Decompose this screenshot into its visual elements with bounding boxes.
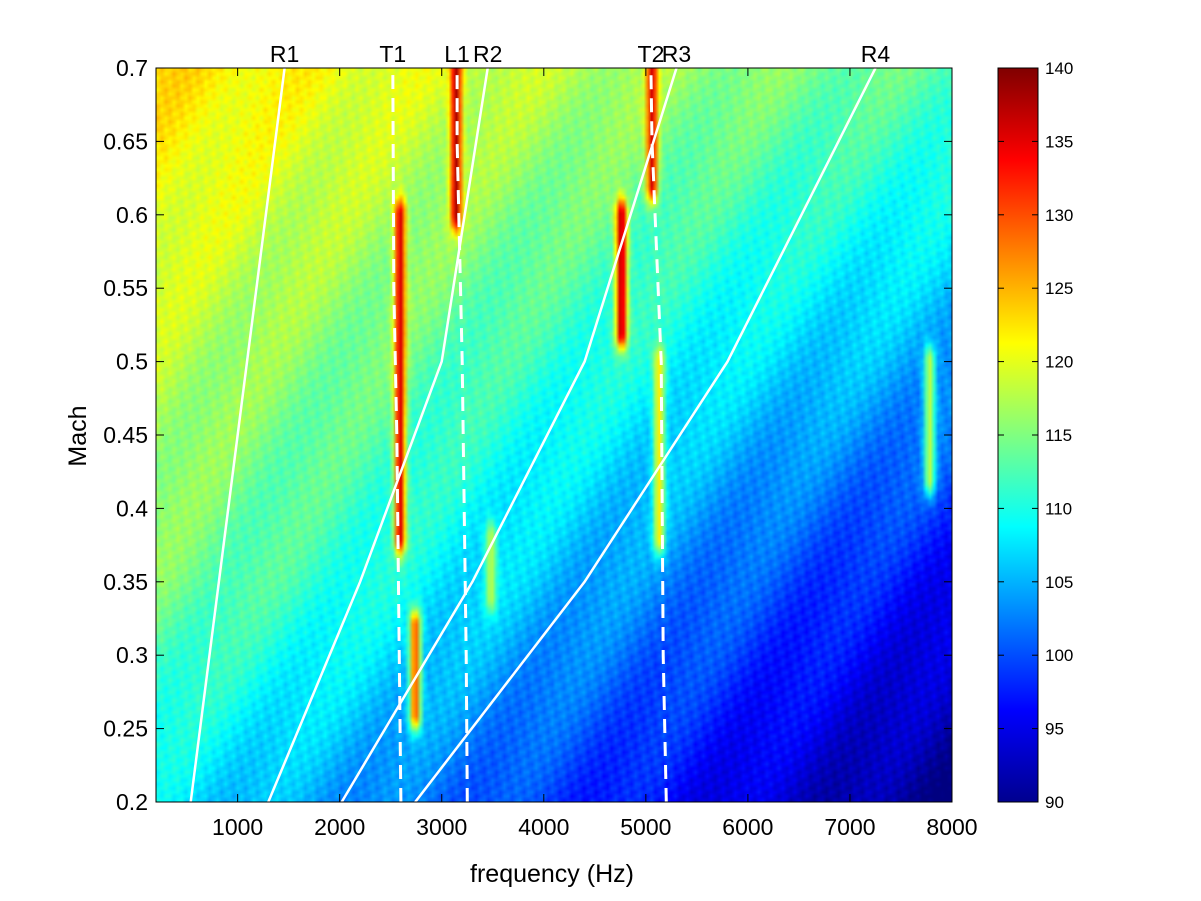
curve-labels: R1 R2 R3 R4 T1 L1 T2 [270, 41, 890, 67]
x-tick-label: 7000 [824, 814, 875, 840]
colorbar-tick-label: 135 [1045, 132, 1073, 151]
curve-label-r4: R4 [861, 41, 891, 67]
curve-label-r2: R2 [473, 41, 502, 67]
curves-layer [189, 68, 877, 802]
y-tick-label: 0.35 [103, 569, 148, 595]
x-axis: 1000 2000 3000 4000 5000 6000 7000 8000 [212, 68, 978, 840]
curve-t2 [649, 68, 668, 802]
colorbar-tick-label: 120 [1045, 353, 1073, 372]
colorbar-gradient [998, 68, 1038, 802]
y-tick-label: 0.5 [116, 349, 148, 375]
colorbar-tick-label: 100 [1045, 646, 1073, 665]
y-tick-label: 0.4 [116, 495, 148, 521]
y-tick-label: 0.2 [116, 789, 148, 815]
y-axis: 0.2 0.25 0.3 0.35 0.4 0.45 0.5 0.55 0.6 0.65 0.7 [103, 55, 952, 815]
x-tick-label: 4000 [518, 814, 569, 840]
x-tick-label: 3000 [416, 814, 467, 840]
y-tick-label: 0.45 [103, 422, 148, 448]
colorbar-tick-label: 95 [1045, 720, 1064, 739]
curve-label-t1: T1 [379, 41, 406, 67]
curve-label-r3: R3 [662, 41, 691, 67]
curve-r1 [189, 68, 286, 802]
x-axis-title: frequency (Hz) [470, 860, 634, 888]
colorbar-tick-label: 115 [1045, 426, 1072, 445]
curve-label-r1: R1 [270, 41, 299, 67]
colorbar-tick-label: 140 [1045, 59, 1073, 78]
colorbar-tick-label: 130 [1045, 206, 1073, 225]
colorbar-tick-label: 110 [1045, 499, 1072, 518]
colorbar-tick-label: 90 [1045, 793, 1064, 812]
y-axis-title: Mach [64, 405, 92, 466]
colorbar-tick-label: 125 [1045, 279, 1073, 298]
y-tick-label: 0.6 [116, 202, 148, 228]
y-tick-label: 0.25 [103, 716, 148, 742]
colorbar: 90 95 100 105 110 115 120 125 130 135 140 [997, 59, 1073, 812]
y-tick-label: 0.3 [116, 642, 148, 668]
x-tick-label: 2000 [314, 814, 365, 840]
heatmap-image [156, 68, 952, 802]
curve-r4 [414, 68, 877, 802]
curve-r2 [267, 68, 489, 802]
curve-t1 [391, 68, 403, 802]
curve-label-l1: L1 [444, 41, 470, 67]
y-tick-label: 0.7 [116, 55, 148, 81]
y-tick-label: 0.55 [103, 275, 148, 301]
colorbar-tick-label: 105 [1045, 573, 1073, 592]
plot-area [156, 68, 952, 802]
y-tick-label: 0.65 [103, 128, 148, 154]
curve-r3 [340, 68, 678, 802]
x-tick-label: 8000 [926, 814, 977, 840]
colorbar-ticks: 90 95 100 105 110 115 120 125 130 135 140 [998, 59, 1073, 812]
x-tick-label: 1000 [212, 814, 263, 840]
curve-label-t2: T2 [638, 41, 665, 67]
x-tick-label: 6000 [722, 814, 773, 840]
curve-l1 [455, 68, 469, 802]
x-tick-label: 5000 [620, 814, 671, 840]
